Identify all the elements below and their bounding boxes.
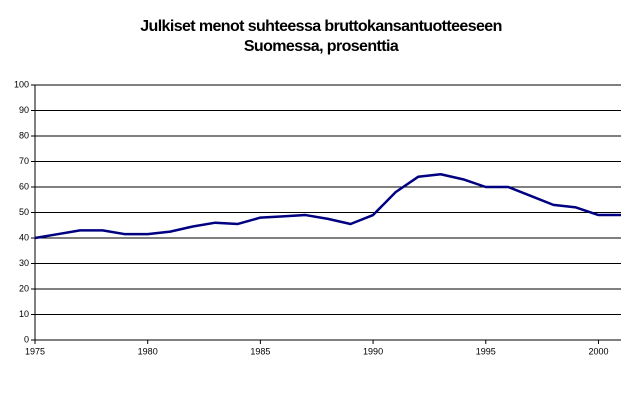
y-tick-label: 50 bbox=[19, 207, 29, 217]
data-line bbox=[34, 173, 621, 240]
y-tick-label: 100 bbox=[14, 79, 29, 89]
y-tick-label: 70 bbox=[19, 156, 29, 166]
y-tick-label: 60 bbox=[19, 181, 29, 191]
x-tick-label: 1995 bbox=[476, 346, 496, 356]
x-tick-label: 1990 bbox=[363, 346, 383, 356]
x-tick-label: 1975 bbox=[25, 346, 45, 356]
y-tick-label: 90 bbox=[19, 105, 29, 115]
y-tick-label: 80 bbox=[19, 130, 29, 140]
chart-title: Julkiset menot suhteessa bruttokansantuo… bbox=[140, 18, 502, 35]
x-tick-label: 1980 bbox=[138, 346, 158, 356]
x-tick-label: 2000 bbox=[588, 346, 608, 356]
chart-title: Suomessa, prosenttia bbox=[244, 38, 399, 55]
y-tick-label: 0 bbox=[24, 334, 29, 344]
y-tick-label: 20 bbox=[19, 283, 29, 293]
x-tick-label: 1985 bbox=[250, 346, 270, 356]
y-tick-label: 40 bbox=[19, 232, 29, 242]
y-tick-label: 30 bbox=[19, 258, 29, 268]
y-tick-label: 10 bbox=[19, 309, 29, 319]
